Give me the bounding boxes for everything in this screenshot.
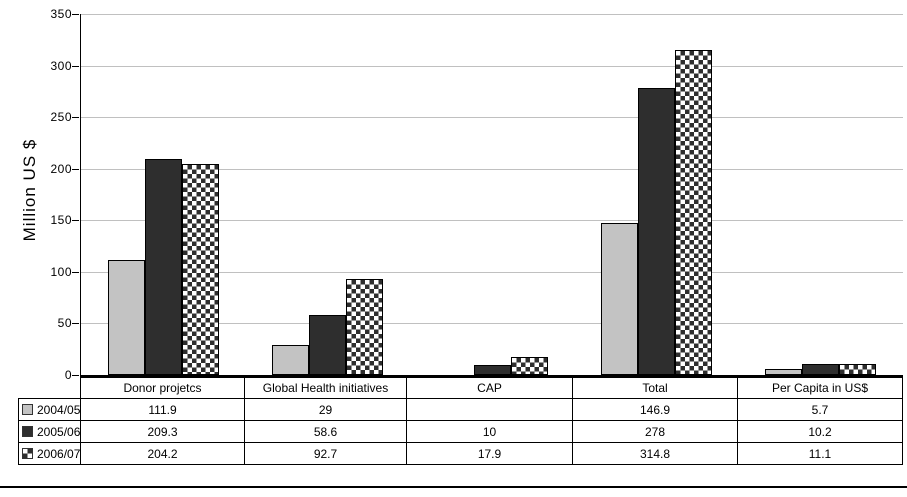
value-cell: 29: [244, 398, 407, 421]
legend-cell: 2004/05: [18, 398, 81, 421]
category-header: Per Capita in US$: [737, 377, 903, 399]
table-header-row: Donor projetcs Global Health initiatives C…: [19, 377, 903, 399]
value-cell: 11.1: [737, 442, 903, 465]
series-name: 2004/05: [37, 402, 81, 417]
gridline: [81, 323, 903, 324]
y-tick-label: 350: [50, 7, 72, 21]
gridline: [81, 14, 903, 15]
bar: [108, 260, 145, 375]
plot-area: [80, 14, 903, 377]
y-axis-tick: [72, 220, 79, 221]
value-cell: 10: [406, 420, 573, 443]
y-axis-tick: [72, 117, 79, 118]
bar: [511, 357, 548, 375]
value-cell: 111.9: [80, 398, 245, 421]
bar: [601, 223, 638, 375]
y-axis-tick: [72, 66, 79, 67]
y-axis-tick: [72, 323, 79, 324]
y-axis-tick: [72, 169, 79, 170]
bar: [675, 50, 712, 375]
value-cell: 92.7: [244, 442, 407, 465]
category-header: Total: [572, 377, 738, 399]
chart-data-table: Donor projetcs Global Health initiatives C…: [18, 377, 903, 465]
bar: [182, 164, 219, 375]
value-cell: 17.9: [406, 442, 573, 465]
bar: [802, 364, 839, 375]
series-name: 2006/07: [37, 446, 81, 461]
gridline: [81, 220, 903, 221]
y-axis-tick: [72, 375, 79, 376]
legend-marker-icon: [22, 404, 33, 415]
y-axis-tick: [72, 272, 79, 273]
value-cell: [406, 398, 573, 421]
gridline: [81, 117, 903, 118]
value-cell: 314.8: [572, 442, 738, 465]
value-cell: 5.7: [737, 398, 903, 421]
bar: [474, 365, 511, 375]
y-tick-label: 200: [50, 162, 72, 176]
value-cell: 278: [572, 420, 738, 443]
table-row: 2005/06 209.3 58.6 10 278 10.2: [18, 420, 903, 443]
gridline: [81, 169, 903, 170]
gridline: [81, 66, 903, 67]
series-name: 2005/06: [37, 424, 81, 439]
bar: [839, 364, 876, 375]
category-header: Global Health initiatives: [244, 377, 407, 399]
gridline: [81, 272, 903, 273]
y-tick-label: 250: [50, 110, 72, 124]
table-row: 2006/07 204.2 92.7 17.9 314.8 11.1: [18, 442, 903, 465]
y-axis-tick: [72, 14, 79, 15]
y-tick-label: 50: [57, 316, 72, 330]
y-tick-label: 150: [50, 213, 72, 227]
category-header: CAP: [406, 377, 573, 399]
bar: [346, 279, 383, 375]
bar: [309, 315, 346, 375]
value-cell: 58.6: [244, 420, 407, 443]
legend-marker-icon: [22, 426, 33, 437]
bar: [638, 88, 675, 375]
value-cell: 10.2: [737, 420, 903, 443]
bar: [765, 369, 802, 375]
y-tick-label: 100: [50, 265, 72, 279]
legend-marker-icon: [22, 448, 33, 459]
bottom-divider: [0, 486, 907, 488]
value-cell: 204.2: [80, 442, 245, 465]
y-tick-label: 0: [64, 368, 72, 382]
table-row: 2004/05 111.9 29 146.9 5.7: [18, 398, 903, 421]
legend-cell: 2006/07: [18, 442, 81, 465]
value-cell: 209.3: [80, 420, 245, 443]
legend-cell: 2005/06: [18, 420, 81, 443]
bar: [145, 159, 182, 375]
category-header: Donor projetcs: [80, 377, 245, 399]
bar: [272, 345, 309, 375]
y-tick-label: 300: [50, 59, 72, 73]
value-cell: 146.9: [572, 398, 738, 421]
